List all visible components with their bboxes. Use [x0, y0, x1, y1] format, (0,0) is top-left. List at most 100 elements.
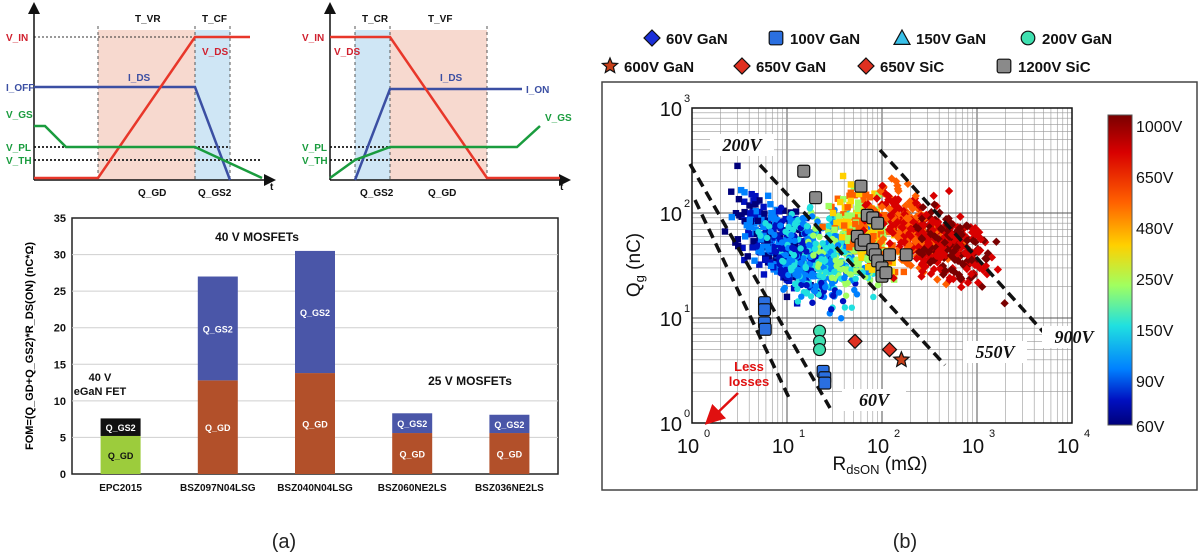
- cloud-point: [903, 179, 912, 188]
- bar-segment-label: Q_GD: [205, 423, 231, 433]
- cloud-point: [749, 244, 756, 251]
- colorbar-labels: 1000V 650V 480V 250V 150V 90V 60V: [1136, 119, 1183, 436]
- cloud-point: [937, 225, 946, 234]
- bar-category-label: BSZ036NE2LS: [475, 483, 544, 494]
- scatter-xtick-exp: 2: [894, 428, 900, 440]
- cloud-point: [917, 272, 926, 281]
- cloud-point: [892, 218, 902, 227]
- cloud-point: [887, 222, 896, 231]
- cloud-point: [803, 248, 810, 255]
- cloud-point: [803, 290, 810, 297]
- scatter-ytick-exp: 1: [684, 303, 690, 315]
- label-vds: V_DS: [202, 47, 228, 58]
- cloud-point: [857, 217, 864, 225]
- cloud-point: [939, 249, 948, 259]
- fom-line: [693, 199, 792, 401]
- cloud-point: [975, 228, 984, 237]
- cloud-point: [737, 186, 745, 194]
- scatter-ytick-label: 10: [660, 414, 682, 436]
- gan-600v-point: [892, 350, 911, 368]
- legend-marker: [1020, 30, 1036, 46]
- cloud-point: [767, 201, 774, 208]
- cloud-point: [791, 241, 798, 249]
- cloud-point: [752, 201, 759, 208]
- cloud-point: [962, 221, 971, 230]
- cloud-point: [789, 244, 796, 251]
- cloud-point: [822, 268, 829, 276]
- cloud-point: [853, 291, 861, 298]
- cloud-point: [967, 269, 976, 279]
- legend-marker: [768, 30, 784, 46]
- label-vgs: V_GS: [6, 110, 33, 121]
- label-vpl: V_PL: [302, 143, 327, 154]
- cloud-point: [878, 181, 887, 190]
- scatter-xtick-exp: 3: [989, 428, 995, 440]
- cloud-point: [855, 190, 863, 198]
- cloud-point: [835, 289, 843, 296]
- annot-40v: 40 V: [89, 372, 112, 384]
- cloud-point: [797, 245, 804, 252]
- cloud-point: [847, 271, 854, 278]
- cloud-point: [741, 189, 748, 196]
- label-qgd: Q_GD: [138, 188, 166, 199]
- fom-line: [758, 163, 947, 367]
- sic-1200v-point: [871, 216, 885, 230]
- cloud-point: [759, 243, 766, 251]
- cloud-point: [860, 196, 867, 203]
- cloud-point: [773, 268, 781, 275]
- cloud-point: [767, 262, 775, 270]
- cloud-point: [839, 172, 847, 180]
- cloud-point: [768, 247, 775, 254]
- cloud-point: [858, 251, 865, 258]
- cloud-point: [963, 278, 973, 287]
- label-qgs2: Q_GS2: [360, 188, 394, 199]
- bar-segment-qgd: [295, 373, 335, 474]
- cloud-point: [802, 264, 810, 272]
- cloud-point: [828, 280, 836, 287]
- cloud-point: [791, 221, 799, 228]
- cloud-point: [795, 266, 802, 274]
- gan-100v-point: [757, 303, 772, 317]
- cloud-point: [887, 197, 896, 206]
- label-vin: V_IN: [302, 33, 324, 44]
- cloud-point: [763, 234, 771, 242]
- cloud-point: [905, 240, 914, 250]
- cloud-point: [721, 228, 729, 235]
- cloud-point: [782, 215, 789, 223]
- scatter-xtick-label: 10: [962, 436, 984, 458]
- cloud-point: [863, 255, 871, 262]
- cloud-point: [764, 241, 771, 249]
- cloud-point: [849, 240, 857, 248]
- bar-segment-label: Q_GS2: [397, 419, 427, 429]
- label-vgs: V_GS: [545, 113, 572, 124]
- cloud-point: [741, 233, 749, 240]
- cloud-point: [929, 191, 938, 200]
- cloud-point: [810, 287, 818, 294]
- label-ioff: I_OFF: [6, 83, 34, 94]
- cloud-point: [858, 254, 865, 262]
- cloud-point: [993, 265, 1003, 274]
- cloud-point: [854, 199, 862, 206]
- cloud-point: [891, 195, 900, 204]
- cloud-point: [756, 197, 763, 204]
- fom-line-label: 60V: [859, 390, 891, 410]
- cloud-point: [751, 257, 758, 264]
- cloud-point: [870, 232, 877, 240]
- cloud-point: [861, 201, 870, 210]
- bar-segment-label: Q_GD: [302, 420, 328, 430]
- cloud-point: [969, 257, 978, 266]
- bar-category-label: BSZ060NE2LS: [378, 483, 447, 494]
- sic-1200v-point: [879, 266, 893, 280]
- cloud-point: [826, 215, 833, 222]
- legend-marker: [892, 28, 912, 46]
- cloud-point: [734, 162, 741, 170]
- cloud-point: [947, 241, 957, 250]
- cloud-point: [878, 234, 888, 244]
- cloud-point: [762, 252, 769, 259]
- scatter-panel: 60V GaN 100V GaN 150V GaN 200V GaN 600V GaN 6…: [600, 28, 1198, 491]
- annot-25v-mosfets: 25 V MOSFETs: [428, 374, 512, 388]
- cloud-point: [877, 202, 887, 212]
- label-ids: I_DS: [128, 73, 151, 84]
- cloud-point: [772, 223, 779, 230]
- cloud-point: [819, 223, 826, 231]
